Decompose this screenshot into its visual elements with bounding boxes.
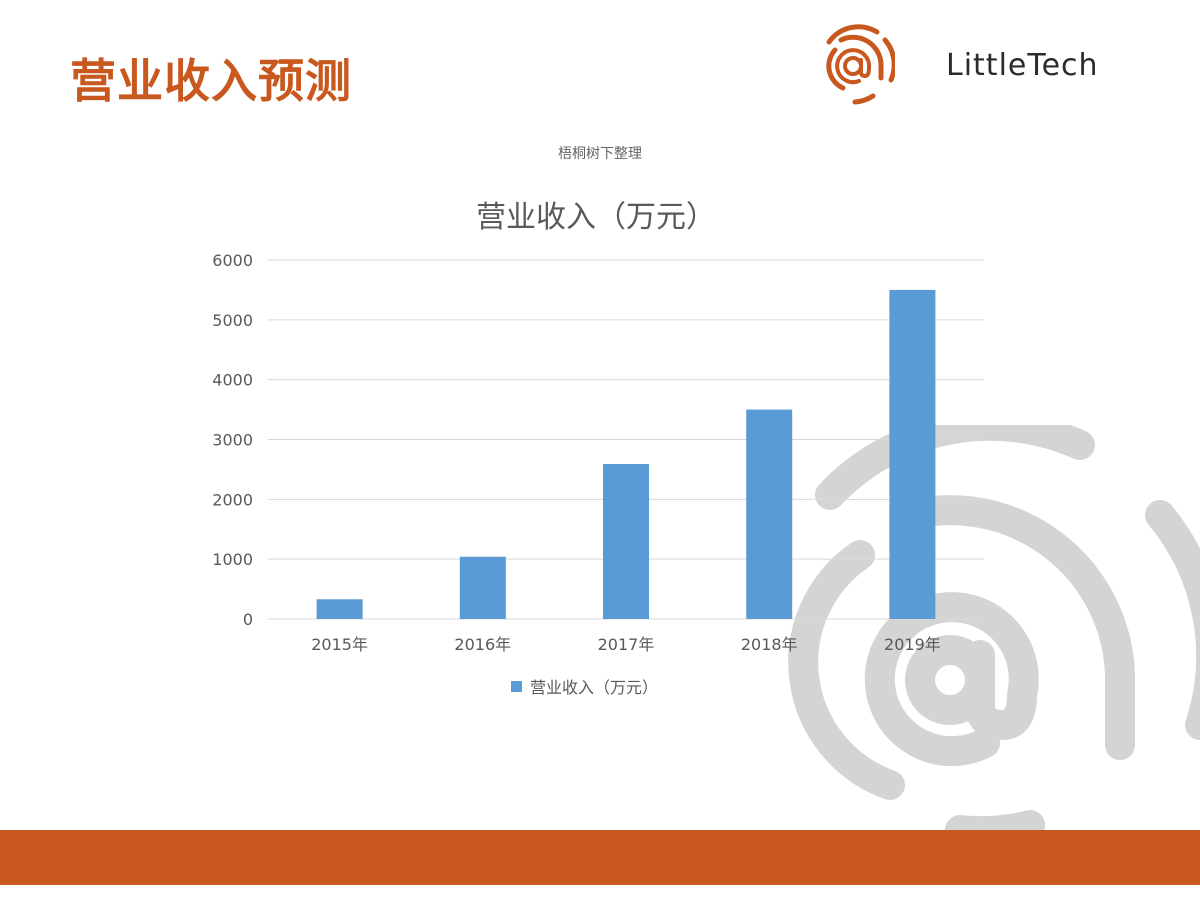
bar-2017年	[603, 464, 649, 619]
x-tick-label: 2017年	[598, 635, 655, 654]
bar-2018年	[746, 409, 793, 619]
y-tick-label: 4000	[212, 371, 253, 390]
legend-label: 营业收入（万元）	[530, 678, 658, 697]
bar-2019年	[889, 289, 936, 619]
x-tick-label: 2016年	[454, 635, 511, 654]
bar-2016年	[459, 556, 506, 619]
bar-2015年	[316, 599, 363, 619]
source-note: 梧桐树下整理	[558, 146, 642, 162]
x-tick-label: 2019年	[884, 635, 941, 654]
slide-title: 营业收入预测	[70, 54, 352, 108]
y-tick-label: 6000	[212, 251, 253, 270]
legend-swatch	[511, 681, 522, 692]
chart-title: 营业收入（万元）	[476, 200, 716, 235]
y-tick-label: 2000	[212, 490, 253, 509]
y-tick-label: 5000	[212, 311, 253, 330]
y-tick-label: 3000	[212, 431, 253, 450]
x-tick-label: 2018年	[741, 635, 798, 654]
y-tick-label: 0	[243, 610, 253, 629]
x-tick-label: 2015年	[311, 635, 368, 654]
brand-name: LittleTech	[946, 48, 1099, 83]
bottom-accent-band	[0, 830, 1200, 885]
y-tick-label: 1000	[212, 550, 253, 569]
fingerprint-logo-icon	[815, 20, 897, 109]
